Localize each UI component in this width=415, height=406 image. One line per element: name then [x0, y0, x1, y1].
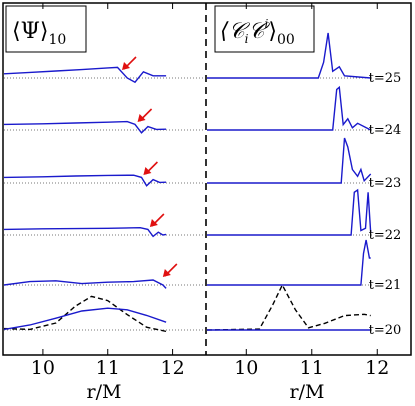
tick-label-left-0: 10: [31, 357, 55, 379]
time-label-2: t=23: [369, 176, 402, 191]
svg-text:⟨Ψ⟩10: ⟨Ψ⟩10: [12, 19, 66, 48]
arrow-marker-2: [143, 161, 158, 175]
right-panel-label: ⟨𝒞i𝒞i⟩00: [214, 5, 315, 53]
right-label-sub-i: i: [245, 32, 249, 46]
left-series-line-3: [3, 226, 167, 238]
right-series-line-4: [207, 239, 371, 286]
right-series-line-3: [207, 188, 372, 236]
time-label-3: t=22: [369, 228, 402, 243]
tick-label-left-2: 12: [160, 357, 184, 379]
right-label-sup-i: i: [265, 17, 269, 31]
arrow-marker-3: [149, 213, 165, 227]
chart-frame: [2, 2, 412, 356]
left-series-line-4: [3, 279, 167, 289]
right-initial-line-5: [206, 283, 371, 331]
left-xlabel: r/M: [87, 381, 122, 403]
right-label-sub: 00: [277, 32, 295, 48]
time-label-5: t=20: [369, 323, 402, 338]
left-label-main: ⟨Ψ⟩: [12, 19, 48, 44]
tick-label-right-2: 12: [365, 357, 389, 379]
time-label-0: t=25: [369, 71, 402, 86]
right-series-line-2: [207, 137, 372, 184]
right-xlabel: r/M: [290, 381, 325, 403]
right-series-line-0: [207, 32, 371, 79]
tick-label-right-0: 10: [234, 357, 258, 379]
arrow-marker-4: [162, 263, 178, 277]
left-series-line-0: [3, 66, 167, 84]
left-label-sub: 10: [48, 32, 66, 48]
left-series-line-1: [3, 120, 167, 134]
tick-label-right-1: 11: [300, 357, 324, 379]
right-series-line-1: [207, 85, 372, 131]
arrow-marker-0: [122, 56, 137, 70]
time-label-1: t=24: [369, 123, 402, 138]
time-label-4: t=21: [369, 278, 402, 293]
right-label-close: ⟩: [268, 19, 277, 44]
left-series-line-5: [3, 307, 167, 331]
arrow-marker-1: [137, 108, 153, 122]
tick-label-left-1: 11: [96, 357, 120, 379]
svg-text:⟨𝒞i𝒞i⟩00: ⟨𝒞i𝒞i⟩00: [220, 17, 295, 48]
left-initial-line-5: [3, 295, 167, 333]
left-panel-label: ⟨Ψ⟩10: [5, 5, 87, 53]
left-series-line-2: [3, 174, 167, 187]
